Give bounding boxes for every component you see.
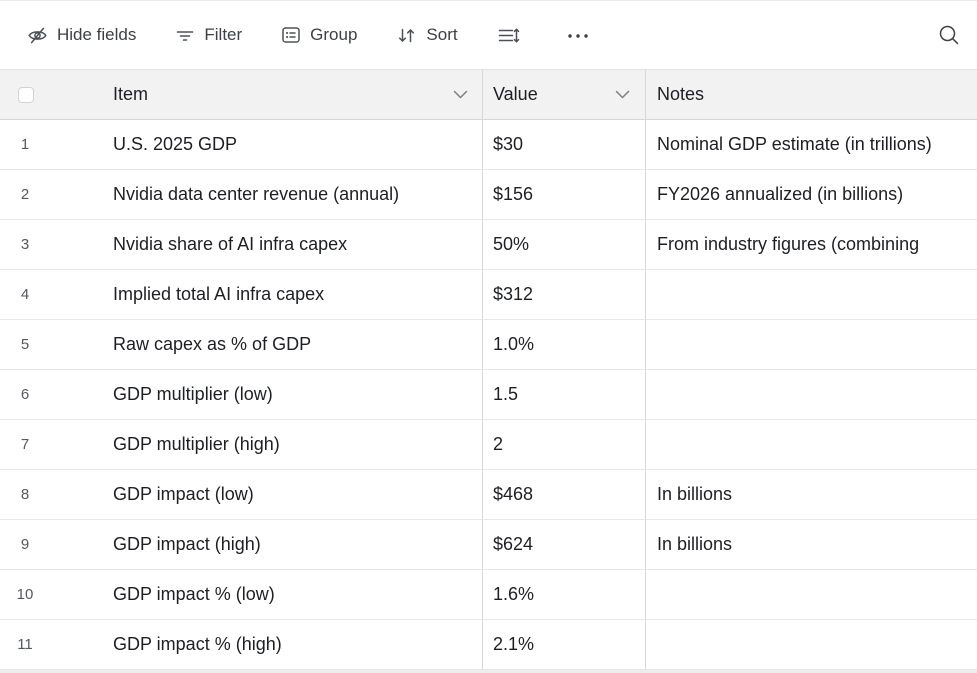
table-row: 1 U.S. 2025 GDP $30 Nominal GDP estimate… (0, 120, 977, 170)
value-cell[interactable]: $468 (483, 470, 646, 519)
row-height-button[interactable] (497, 25, 521, 46)
notes-cell[interactable] (646, 320, 977, 369)
data-grid: Item Value Notes 1 U.S. 2025 GDP $ (0, 70, 977, 673)
filter-button[interactable]: Filter (175, 25, 242, 45)
item-column-cell: 9 GDP impact (high) (0, 520, 483, 569)
table-row: 5 Raw capex as % of GDP 1.0% (0, 320, 977, 370)
item-cell[interactable]: U.S. 2025 GDP (113, 134, 238, 154)
sort-button[interactable]: Sort (396, 25, 458, 46)
notes-cell[interactable]: From industry figures (combining (657, 234, 920, 254)
notes-cell[interactable] (646, 420, 977, 469)
row-number: 5 (20, 336, 30, 353)
select-all-checkbox[interactable] (18, 86, 34, 103)
notes-cell[interactable] (646, 270, 977, 319)
table-body: 1 U.S. 2025 GDP $30 Nominal GDP estimate… (0, 120, 977, 670)
value-cell[interactable]: 2.1% (483, 620, 646, 669)
table-row: 2 Nvidia data center revenue (annual) $1… (0, 170, 977, 220)
row-number: 4 (20, 286, 30, 303)
toolbar: Hide fields Filter Group (0, 0, 977, 70)
row-number: 7 (20, 436, 30, 453)
notes-cell[interactable]: FY2026 annualized (in billions) (657, 184, 904, 204)
sort-label: Sort (426, 25, 458, 44)
hide-fields-label: Hide fields (57, 25, 137, 44)
column-header-notes[interactable]: Notes (646, 70, 977, 119)
item-column-cell: 2 Nvidia data center revenue (annual) (0, 170, 483, 219)
table-row: 3 Nvidia share of AI infra capex 50% Fro… (0, 220, 977, 270)
row-number: 6 (20, 386, 30, 403)
filter-lines-icon (177, 31, 194, 41)
hide-fields-button[interactable]: Hide fields (27, 25, 136, 46)
item-cell[interactable]: Nvidia data center revenue (annual) (113, 184, 400, 204)
table-row: 7 GDP multiplier (high) 2 (0, 420, 977, 470)
grid-footer (0, 670, 977, 673)
notes-cell[interactable] (646, 570, 977, 619)
row-number: 2 (20, 186, 30, 203)
row-number: 11 (17, 636, 33, 653)
table-row: 11 GDP impact % (high) 2.1% (0, 620, 977, 670)
item-cell[interactable]: Raw capex as % of GDP (113, 334, 312, 354)
item-cell[interactable]: Nvidia share of AI infra capex (113, 234, 348, 254)
chevron-down-icon[interactable] (615, 90, 630, 99)
ellipsis-icon (567, 33, 588, 38)
item-column-cell: 6 GDP multiplier (low) (0, 370, 483, 419)
table-row: 4 Implied total AI infra capex $312 (0, 270, 977, 320)
sort-arrows-icon (399, 28, 415, 42)
item-column-cell: 3 Nvidia share of AI infra capex (0, 220, 483, 269)
item-column-cell: 7 GDP multiplier (high) (0, 420, 483, 469)
item-column-cell: 5 Raw capex as % of GDP (0, 320, 483, 369)
group-button[interactable]: Group (281, 25, 357, 45)
table-row: 6 GDP multiplier (low) 1.5 (0, 370, 977, 420)
item-column-cell: 4 Implied total AI infra capex (0, 270, 483, 319)
column-label-notes: Notes (657, 84, 705, 104)
table-header: Item Value Notes (0, 70, 977, 120)
row-number: 1 (20, 136, 30, 153)
more-options-button[interactable] (566, 25, 590, 46)
notes-cell[interactable] (646, 620, 977, 669)
table-row: 8 GDP impact (low) $468 In billions (0, 470, 977, 520)
notes-cell[interactable]: In billions (657, 484, 733, 504)
value-cell[interactable]: 1.5 (483, 370, 646, 419)
notes-cell[interactable] (646, 370, 977, 419)
value-cell[interactable]: 50% (483, 220, 646, 269)
eye-off-icon (28, 27, 47, 43)
item-cell[interactable]: GDP multiplier (high) (113, 434, 280, 454)
item-column-cell: 8 GDP impact (low) (0, 470, 483, 519)
group-list-icon (282, 27, 300, 43)
item-column-cell: 1 U.S. 2025 GDP (0, 120, 483, 169)
item-cell[interactable]: GDP impact % (high) (113, 634, 282, 654)
item-cell[interactable]: GDP impact % (low) (113, 584, 275, 604)
filter-label: Filter (204, 25, 243, 44)
column-label-value: Value (493, 84, 538, 104)
group-label: Group (310, 25, 358, 44)
value-cell[interactable]: 1.0% (483, 320, 646, 369)
row-number: 3 (20, 236, 30, 253)
row-number: 8 (20, 486, 30, 503)
search-icon (939, 25, 959, 45)
value-cell[interactable]: $30 (483, 120, 646, 169)
notes-cell[interactable]: Nominal GDP estimate (in trillions) (657, 134, 932, 154)
item-cell[interactable]: GDP impact (low) (113, 484, 254, 504)
table-row: 10 GDP impact % (low) 1.6% (0, 570, 977, 620)
column-label-item: Item (113, 84, 149, 104)
value-cell[interactable]: 1.6% (483, 570, 646, 619)
item-cell[interactable]: GDP impact (high) (113, 534, 261, 554)
item-cell[interactable]: Implied total AI infra capex (113, 284, 325, 304)
column-header-item[interactable]: Item (0, 70, 483, 119)
item-cell[interactable]: GDP multiplier (low) (113, 384, 273, 404)
column-header-value[interactable]: Value (483, 70, 646, 119)
item-column-cell: 11 GDP impact % (high) (0, 620, 483, 669)
row-number: 10 (16, 586, 34, 603)
value-cell[interactable]: $156 (483, 170, 646, 219)
row-height-icon (498, 28, 519, 42)
notes-cell[interactable]: In billions (657, 534, 733, 554)
value-cell[interactable]: 2 (483, 420, 646, 469)
chevron-down-icon[interactable] (453, 90, 468, 99)
value-cell[interactable]: $624 (483, 520, 646, 569)
value-cell[interactable]: $312 (483, 270, 646, 319)
row-number: 9 (20, 536, 30, 553)
table-row: 9 GDP impact (high) $624 In billions (0, 520, 977, 570)
search-button[interactable] (938, 24, 960, 46)
item-column-cell: 10 GDP impact % (low) (0, 570, 483, 619)
